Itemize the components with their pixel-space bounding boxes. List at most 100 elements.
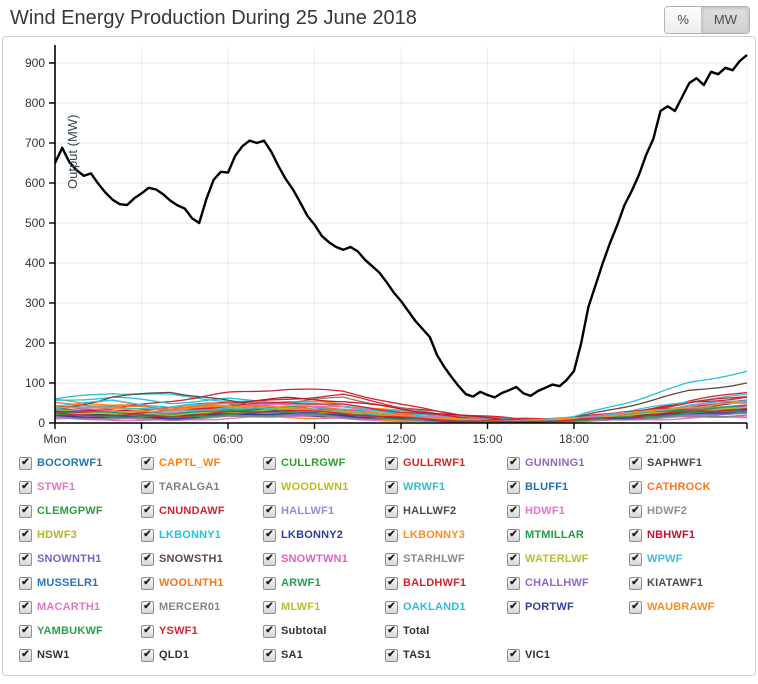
checkbox-checked-icon[interactable]: ✔: [507, 504, 520, 518]
checkbox-checked-icon[interactable]: ✔: [263, 456, 276, 470]
checkbox-checked-icon[interactable]: ✔: [19, 600, 32, 614]
legend-item-hdwf2[interactable]: ✔ HDWF2: [629, 499, 751, 523]
legend-item-wpwf[interactable]: ✔ WPWF: [629, 547, 751, 571]
checkbox-checked-icon[interactable]: ✔: [385, 480, 398, 494]
legend-item-waubrawf[interactable]: ✔ WAUBRAWF: [629, 595, 751, 619]
checkbox-checked-icon[interactable]: ✔: [19, 648, 32, 662]
checkbox-checked-icon[interactable]: ✔: [141, 648, 154, 662]
legend-item-nsw1[interactable]: ✔ NSW1: [19, 643, 141, 667]
legend-item-lkbonny1[interactable]: ✔ LKBONNY1: [141, 523, 263, 547]
legend-item-hdwf3[interactable]: ✔ HDWF3: [19, 523, 141, 547]
checkbox-checked-icon[interactable]: ✔: [385, 624, 398, 638]
checkbox-checked-icon[interactable]: ✔: [385, 552, 398, 566]
checkbox-checked-icon[interactable]: ✔: [19, 576, 32, 590]
checkbox-checked-icon[interactable]: ✔: [385, 456, 398, 470]
legend-item-yambukwf[interactable]: ✔ YAMBUKWF: [19, 619, 141, 643]
legend-item-captl_wf[interactable]: ✔ CAPTL_WF: [141, 451, 263, 475]
checkbox-checked-icon[interactable]: ✔: [385, 600, 398, 614]
legend-item-snownth1[interactable]: ✔ SNOWNTH1: [19, 547, 141, 571]
legend-item-hallwf1[interactable]: ✔ HALLWF1: [263, 499, 385, 523]
legend-item-saphwf1[interactable]: ✔ SAPHWF1: [629, 451, 751, 475]
checkbox-checked-icon[interactable]: ✔: [507, 480, 520, 494]
mw-button[interactable]: MW: [700, 7, 749, 33]
checkbox-checked-icon[interactable]: ✔: [263, 648, 276, 662]
checkbox-checked-icon[interactable]: ✔: [19, 528, 32, 542]
checkbox-checked-icon[interactable]: ✔: [141, 576, 154, 590]
legend-item-baldhwf1[interactable]: ✔ BALDHWF1: [385, 571, 507, 595]
legend-item-cnundawf[interactable]: ✔ CNUNDAWF: [141, 499, 263, 523]
checkbox-checked-icon[interactable]: ✔: [263, 480, 276, 494]
checkbox-checked-icon[interactable]: ✔: [141, 624, 154, 638]
legend-item-portwf[interactable]: ✔ PORTWF: [507, 595, 629, 619]
checkbox-checked-icon[interactable]: ✔: [263, 504, 276, 518]
legend-item-subtotal[interactable]: ✔ Subtotal: [263, 619, 385, 643]
checkbox-checked-icon[interactable]: ✔: [141, 456, 154, 470]
checkbox-checked-icon[interactable]: ✔: [263, 576, 276, 590]
checkbox-checked-icon[interactable]: ✔: [507, 648, 520, 662]
checkbox-checked-icon[interactable]: ✔: [629, 480, 642, 494]
legend-item-clemgpwf[interactable]: ✔ CLEMGPWF: [19, 499, 141, 523]
checkbox-checked-icon[interactable]: ✔: [507, 552, 520, 566]
checkbox-checked-icon[interactable]: ✔: [19, 504, 32, 518]
legend-item-vic1[interactable]: ✔ VIC1: [507, 643, 629, 667]
legend-item-mercer01[interactable]: ✔ MERCER01: [141, 595, 263, 619]
checkbox-checked-icon[interactable]: ✔: [263, 528, 276, 542]
legend-item-lkbonny3[interactable]: ✔ LKBONNY3: [385, 523, 507, 547]
legend-item-gullrwf1[interactable]: ✔ GULLRWF1: [385, 451, 507, 475]
checkbox-checked-icon[interactable]: ✔: [507, 576, 520, 590]
legend-item-kiatawf1[interactable]: ✔ KIATAWF1: [629, 571, 751, 595]
legend-item-mtmillar[interactable]: ✔ MTMILLAR: [507, 523, 629, 547]
legend-item-snowtwn1[interactable]: ✔ SNOWTWN1: [263, 547, 385, 571]
legend-item-starhlwf[interactable]: ✔ STARHLWF: [385, 547, 507, 571]
legend-item-hallwf2[interactable]: ✔ HALLWF2: [385, 499, 507, 523]
legend-item-bocorwf1[interactable]: ✔ BOCORWF1: [19, 451, 141, 475]
checkbox-checked-icon[interactable]: ✔: [385, 576, 398, 590]
checkbox-checked-icon[interactable]: ✔: [629, 552, 642, 566]
legend-item-sa1[interactable]: ✔ SA1: [263, 643, 385, 667]
legend-item-hdwf1[interactable]: ✔ HDWF1: [507, 499, 629, 523]
checkbox-checked-icon[interactable]: ✔: [141, 600, 154, 614]
legend-item-stwf1[interactable]: ✔ STWF1: [19, 475, 141, 499]
legend-item-cathrock[interactable]: ✔ CATHROCK: [629, 475, 751, 499]
checkbox-checked-icon[interactable]: ✔: [263, 624, 276, 638]
checkbox-checked-icon[interactable]: ✔: [629, 504, 642, 518]
legend-item-challhwf[interactable]: ✔ CHALLHWF: [507, 571, 629, 595]
legend-item-taralga1[interactable]: ✔ TARALGA1: [141, 475, 263, 499]
legend-item-oakland1[interactable]: ✔ OAKLAND1: [385, 595, 507, 619]
checkbox-checked-icon[interactable]: ✔: [629, 576, 642, 590]
checkbox-checked-icon[interactable]: ✔: [19, 480, 32, 494]
checkbox-checked-icon[interactable]: ✔: [507, 600, 520, 614]
legend-item-waterlwf[interactable]: ✔ WATERLWF: [507, 547, 629, 571]
checkbox-checked-icon[interactable]: ✔: [629, 600, 642, 614]
legend-item-macarth1[interactable]: ✔ MACARTH1: [19, 595, 141, 619]
legend-item-woolnth1[interactable]: ✔ WOOLNTH1: [141, 571, 263, 595]
checkbox-checked-icon[interactable]: ✔: [385, 648, 398, 662]
legend-item-bluff1[interactable]: ✔ BLUFF1: [507, 475, 629, 499]
legend-item-qld1[interactable]: ✔ QLD1: [141, 643, 263, 667]
legend-item-cullrgwf[interactable]: ✔ CULLRGWF: [263, 451, 385, 475]
legend-item-total[interactable]: ✔ Total: [385, 619, 507, 643]
checkbox-checked-icon[interactable]: ✔: [141, 552, 154, 566]
checkbox-checked-icon[interactable]: ✔: [629, 456, 642, 470]
checkbox-checked-icon[interactable]: ✔: [629, 528, 642, 542]
checkbox-checked-icon[interactable]: ✔: [385, 528, 398, 542]
legend-item-snowsth1[interactable]: ✔ SNOWSTH1: [141, 547, 263, 571]
checkbox-checked-icon[interactable]: ✔: [385, 504, 398, 518]
percent-button[interactable]: %: [665, 7, 701, 33]
legend-item-gunning1[interactable]: ✔ GUNNING1: [507, 451, 629, 475]
checkbox-checked-icon[interactable]: ✔: [19, 456, 32, 470]
checkbox-checked-icon[interactable]: ✔: [19, 552, 32, 566]
legend-item-arwf1[interactable]: ✔ ARWF1: [263, 571, 385, 595]
legend-item-musselr1[interactable]: ✔ MUSSELR1: [19, 571, 141, 595]
checkbox-checked-icon[interactable]: ✔: [263, 552, 276, 566]
checkbox-checked-icon[interactable]: ✔: [141, 528, 154, 542]
checkbox-checked-icon[interactable]: ✔: [507, 528, 520, 542]
checkbox-checked-icon[interactable]: ✔: [141, 504, 154, 518]
legend-item-woodlwn1[interactable]: ✔ WOODLWN1: [263, 475, 385, 499]
legend-item-yswf1[interactable]: ✔ YSWF1: [141, 619, 263, 643]
legend-item-mlwf1[interactable]: ✔ MLWF1: [263, 595, 385, 619]
checkbox-checked-icon[interactable]: ✔: [141, 480, 154, 494]
legend-item-nbhwf1[interactable]: ✔ NBHWF1: [629, 523, 751, 547]
legend-item-tas1[interactable]: ✔ TAS1: [385, 643, 507, 667]
checkbox-checked-icon[interactable]: ✔: [19, 624, 32, 638]
